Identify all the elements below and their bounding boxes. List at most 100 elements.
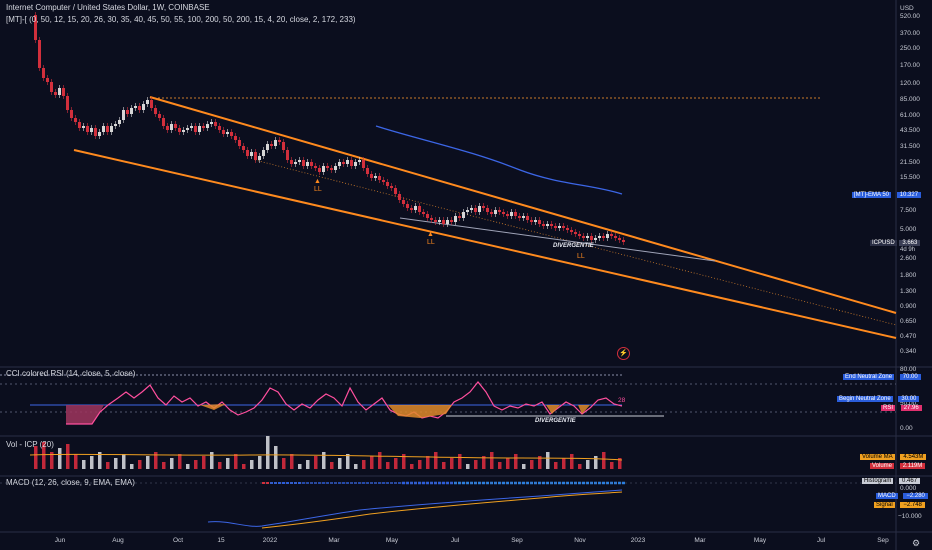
candle-body — [318, 168, 321, 172]
volume-bar — [482, 456, 486, 469]
time-tick: Oct — [172, 537, 184, 544]
volume-bar — [186, 464, 190, 469]
lightning-icon[interactable]: ⚡ — [617, 347, 630, 360]
volume-bar — [290, 454, 294, 469]
price-scale[interactable]: USD 520.00 370.00 250.00 170.00 120.00 8… — [896, 0, 932, 367]
candle-body — [246, 150, 249, 156]
candle-body — [398, 194, 401, 200]
candle-body — [166, 126, 169, 130]
candle-body — [614, 236, 617, 238]
volume-bar — [274, 446, 278, 469]
ll-arrow-1: ▲ — [314, 178, 321, 185]
volume-label: Volume — [870, 463, 895, 469]
macd-histogram-bar — [362, 482, 365, 484]
candle-body — [494, 210, 497, 214]
candle-body — [618, 238, 621, 240]
candle-body — [430, 218, 433, 220]
macd-histogram-bar — [342, 482, 345, 484]
candle-body — [298, 160, 301, 162]
volume-bar — [242, 464, 246, 469]
candle-body — [366, 168, 369, 174]
candle-body — [554, 226, 557, 228]
currency-label: USD — [900, 5, 914, 12]
macd-histogram-bar — [522, 481, 525, 485]
volume-bar — [498, 462, 502, 469]
candle-body — [106, 126, 109, 132]
ema-tag: [MT]-EMA 50 10.327 — [852, 191, 922, 199]
candle-body — [382, 180, 385, 182]
macd-histogram-bar — [382, 482, 385, 484]
rsi-pane-title[interactable]: CCI colored RSI (14, close, 5, close) — [6, 369, 136, 378]
candle-body — [354, 162, 357, 166]
ll-arrow-2: ▲ — [427, 231, 434, 238]
price-tick: 7.500 — [900, 207, 917, 214]
volume-bar — [170, 458, 174, 469]
rsi-line — [66, 381, 623, 425]
candle-body — [226, 132, 229, 134]
candle-body — [294, 162, 297, 164]
candle-body — [498, 210, 501, 212]
time-tick: Sep — [877, 537, 889, 544]
volume-bar — [370, 456, 374, 469]
volume-bar — [490, 452, 494, 469]
macd-histogram-bar — [606, 481, 609, 485]
volume-bar — [538, 456, 542, 469]
candle-body — [402, 200, 405, 204]
ema-50-line — [375, 125, 623, 195]
gear-icon[interactable]: ⚙ — [912, 538, 921, 548]
macd-pane-title[interactable]: MACD (12, 26, close, 9, EMA, EMA) — [6, 478, 135, 487]
macd-histogram-bar — [478, 481, 481, 485]
chart-title: Internet Computer / United States Dollar… — [6, 3, 210, 12]
volume-bar — [266, 436, 270, 469]
macd-histogram-bar — [458, 481, 461, 485]
macd-histogram-bar — [562, 481, 565, 485]
candle-body — [286, 150, 289, 160]
price-tick: 170.00 — [900, 62, 920, 69]
channel-mid-line — [254, 159, 897, 326]
candle-body — [146, 100, 149, 104]
candle-body — [578, 234, 581, 236]
volume-bar — [586, 460, 590, 469]
volume-pane-title[interactable]: Vol - ICP (20) — [6, 440, 54, 449]
candle-body — [230, 132, 233, 136]
candle-body — [326, 166, 329, 168]
macd-histogram-bar — [558, 481, 561, 485]
indicator-label[interactable]: [MT]-[ (0, 50, 12, 15, 20, 26, 30, 35, 4… — [6, 15, 356, 24]
macd-histogram-bar — [486, 481, 489, 485]
macd-histogram-bar — [378, 482, 381, 484]
candle-body — [574, 232, 577, 234]
candle-body — [62, 88, 65, 96]
macd-histogram-bar — [506, 481, 509, 485]
candle-body — [610, 234, 613, 236]
volume-ma-tag: Volume MA 4.543M — [860, 453, 927, 461]
macd-histogram-bar — [282, 482, 285, 484]
signal-tag: Signal −2.748 — [874, 501, 925, 509]
volume-bar — [514, 454, 518, 469]
candle-body — [406, 204, 409, 208]
candle-body — [602, 236, 605, 238]
time-tick: 2023 — [630, 537, 646, 544]
candle-body — [302, 160, 305, 166]
volume-bar — [322, 452, 326, 469]
price-tick: 21.500 — [900, 159, 920, 166]
candle-body — [482, 206, 485, 208]
candle-body — [358, 160, 361, 162]
candle-body — [282, 142, 285, 150]
ll-label-2: LL — [427, 239, 435, 246]
candle-body — [542, 224, 545, 226]
volume-bar — [610, 462, 614, 469]
rsi-tag-value: 27.96 — [900, 405, 922, 411]
candle-body — [34, 15, 37, 40]
candle-body — [338, 162, 341, 166]
rsi-divergence-label: DIVERGENTIE — [535, 418, 576, 424]
volume-bar — [282, 458, 286, 469]
macd-tick: 0.000 — [900, 485, 917, 492]
candlestick-series — [34, 12, 625, 245]
volume-bar — [114, 458, 118, 469]
ll-label-1: LL — [314, 186, 322, 193]
volume-ma-line — [29, 453, 623, 461]
volume-bar — [474, 460, 478, 469]
volume-bar — [394, 458, 398, 469]
volume-bar — [338, 458, 342, 469]
